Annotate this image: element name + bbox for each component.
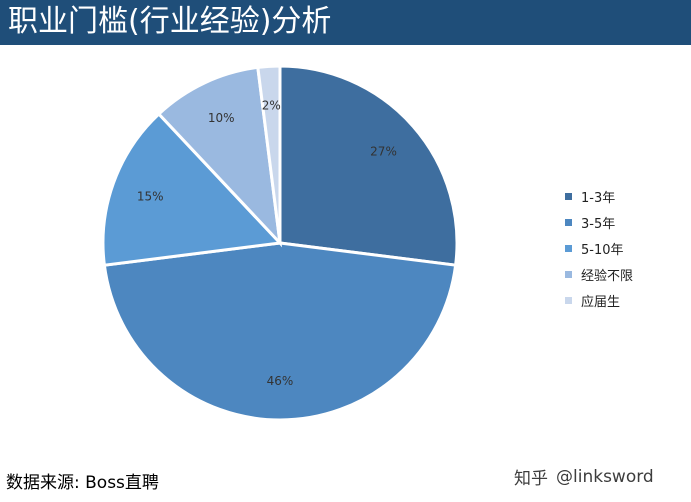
legend-swatch — [565, 244, 572, 252]
legend-swatch — [565, 270, 572, 278]
legend-item-5: 应届生 — [565, 287, 633, 313]
pie-chart: 27% 46% 15% 10% 2% — [101, 64, 459, 422]
watermark-user: @linksword — [556, 466, 654, 487]
page-title: 职业门槛(行业经验)分析 — [8, 4, 332, 39]
slice-label-5: 2% — [262, 98, 281, 112]
legend-item-4: 经验不限 — [565, 261, 633, 287]
chart-legend: 1-3年 3-5年 5-10年经验不限应届生 — [565, 183, 633, 313]
data-source-note: 数据来源: Boss直聘 — [6, 473, 159, 493]
pie-slice-3 — [101, 111, 284, 267]
legend-label: 5-10年 — [581, 242, 624, 258]
legend-label: 经验不限 — [581, 268, 634, 284]
legend-swatch — [565, 296, 572, 304]
legend-swatch — [565, 218, 572, 226]
legend-swatch — [565, 192, 572, 200]
pie-slice-5 — [256, 64, 282, 244]
slice-label-3: 15% — [137, 189, 164, 203]
legend-item-3: 5-10年 — [565, 235, 633, 261]
slice-label-4: 10% — [208, 111, 235, 125]
pie-slice-4 — [156, 65, 283, 248]
title-bar: 职业门槛(行业经验)分析 — [0, 0, 691, 45]
pie-slice-1 — [278, 64, 459, 267]
slice-label-2: 46% — [267, 374, 294, 388]
legend-item-1: 1-3年 — [565, 183, 633, 209]
watermark: 知乎 @linksword — [514, 464, 654, 490]
watermark-site: 知乎 — [514, 469, 548, 489]
legend-label: 1-3年 — [581, 190, 616, 206]
legend-item-2: 3-5年 — [565, 209, 633, 235]
slice-label-1: 27% — [370, 145, 397, 159]
pie-slice-2 — [102, 241, 458, 422]
legend-label: 应届生 — [581, 294, 621, 310]
legend-label: 3-5年 — [581, 216, 616, 232]
